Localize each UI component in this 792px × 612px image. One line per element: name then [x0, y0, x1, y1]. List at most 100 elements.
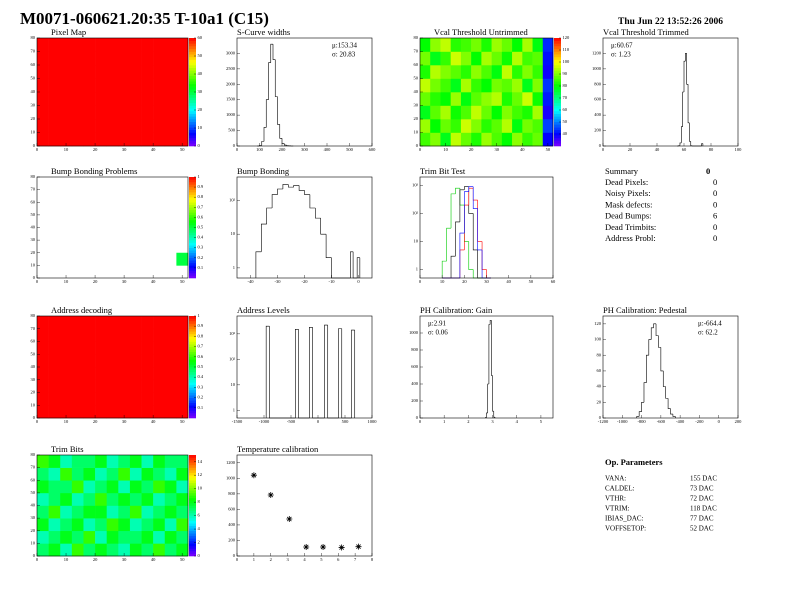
heat-cell	[60, 316, 73, 330]
x-tick-label: 30	[122, 419, 127, 424]
x-tick-label: 40	[151, 419, 156, 424]
histogram-bin	[446, 227, 452, 262]
heat-cell	[141, 518, 154, 532]
x-tick-label: 50	[180, 419, 185, 424]
stats-line: μ:60.67	[611, 42, 633, 50]
colorbar-step	[189, 260, 196, 264]
heat-cell	[141, 119, 154, 133]
colorbar-tick-label: 20	[198, 107, 203, 112]
colorbar-step	[189, 70, 196, 74]
x-tick-label: -400	[676, 419, 685, 424]
chart-title: Vcal Threshold Untrimmed	[434, 27, 529, 37]
heat-cell	[118, 392, 131, 406]
colorbar-step	[189, 460, 196, 463]
histogram-bin	[351, 329, 355, 418]
heat-cell	[83, 92, 96, 106]
heat-cell	[141, 405, 154, 419]
y-tick-label: 100	[594, 337, 602, 342]
heat-cell	[164, 51, 177, 66]
heat-cell	[512, 92, 523, 106]
heat-cell	[420, 105, 431, 120]
histogram-bin	[643, 382, 647, 403]
heat-cell	[176, 51, 189, 66]
colorbar-step	[189, 207, 196, 211]
heat-cell	[48, 92, 61, 106]
heat-cell	[176, 328, 189, 342]
colorbar-step	[189, 367, 196, 370]
y-tick-label: 60	[597, 368, 602, 373]
heat-cell	[141, 379, 154, 393]
histogram-bin	[309, 327, 313, 418]
x-tick-label: -30	[275, 279, 282, 284]
heat-cell	[60, 105, 73, 120]
heat-cell	[129, 78, 142, 93]
colorbar-step	[189, 232, 196, 236]
histogram-bin	[324, 324, 328, 418]
heat-cell	[37, 392, 49, 406]
heat-cell	[106, 65, 119, 79]
colorbar-tick-label: 0.8	[198, 194, 204, 199]
x-tick-label: 0	[36, 419, 39, 424]
colorbar-step	[189, 379, 196, 383]
heat-cell	[430, 78, 441, 93]
heat-cell	[60, 480, 73, 494]
colorbar-step	[189, 505, 196, 509]
heat-cell	[106, 38, 119, 52]
x-tick-label: 20	[93, 557, 98, 562]
colorbar-step	[554, 73, 561, 77]
colorbar-step	[189, 113, 196, 117]
y-tick-label: 10	[231, 382, 236, 387]
heat-cell	[95, 105, 107, 120]
histogram-bin	[282, 184, 289, 190]
heat-cell	[141, 467, 154, 481]
colorbar-tick-label: 120	[563, 35, 571, 40]
heat-cell	[141, 328, 154, 342]
heat-cell	[106, 480, 119, 494]
colorbar-step	[189, 235, 196, 238]
y-tick-label: 60	[414, 62, 419, 67]
heat-cell	[176, 367, 189, 381]
colorbar-step	[189, 407, 196, 411]
summary-label: Address Probl:	[605, 233, 656, 243]
heat-cell	[129, 316, 142, 330]
x-tick-label: 400	[324, 147, 332, 152]
heat-cell	[71, 505, 84, 519]
y-tick-label: 0	[416, 143, 419, 148]
heat-cell	[95, 405, 107, 419]
heat-cell	[176, 467, 189, 481]
heat-cell	[153, 455, 166, 468]
colorbar-step	[189, 127, 196, 131]
heat-cell	[450, 65, 462, 79]
heat-cell	[522, 51, 533, 66]
heat-cell	[106, 132, 119, 147]
heat-cell	[153, 354, 166, 368]
heat-cell	[37, 105, 49, 120]
heat-cell	[48, 367, 61, 381]
heat-cell	[95, 132, 107, 147]
op-label: VTRIM:	[605, 505, 630, 513]
heat-cell	[48, 132, 61, 147]
colorbar-step	[189, 270, 196, 274]
y-tick-label: 0	[233, 143, 236, 148]
heat-cell	[430, 65, 441, 79]
y-tick-label: 10	[31, 540, 36, 545]
heat-cell	[176, 92, 189, 106]
histogram-bin	[655, 323, 659, 336]
heat-cell	[141, 92, 154, 106]
x-tick-label: -200	[695, 419, 704, 424]
colorbar-step	[189, 83, 196, 87]
colorbar-step	[189, 46, 196, 50]
heat-cell	[153, 316, 166, 330]
colorbar-step	[189, 257, 196, 261]
histogram-bin	[492, 375, 494, 412]
colorbar-step	[189, 247, 196, 251]
heat-cell	[471, 38, 482, 52]
histogram-bin	[667, 398, 671, 409]
chart-title: PH Calibration: Pedestal	[603, 305, 688, 315]
heat-cell	[95, 392, 107, 406]
heat-cell	[83, 38, 96, 52]
histogram-bin	[268, 62, 271, 100]
heat-cell	[460, 78, 472, 93]
x-tick-label: -40	[248, 279, 255, 284]
heat-cell	[153, 38, 166, 52]
